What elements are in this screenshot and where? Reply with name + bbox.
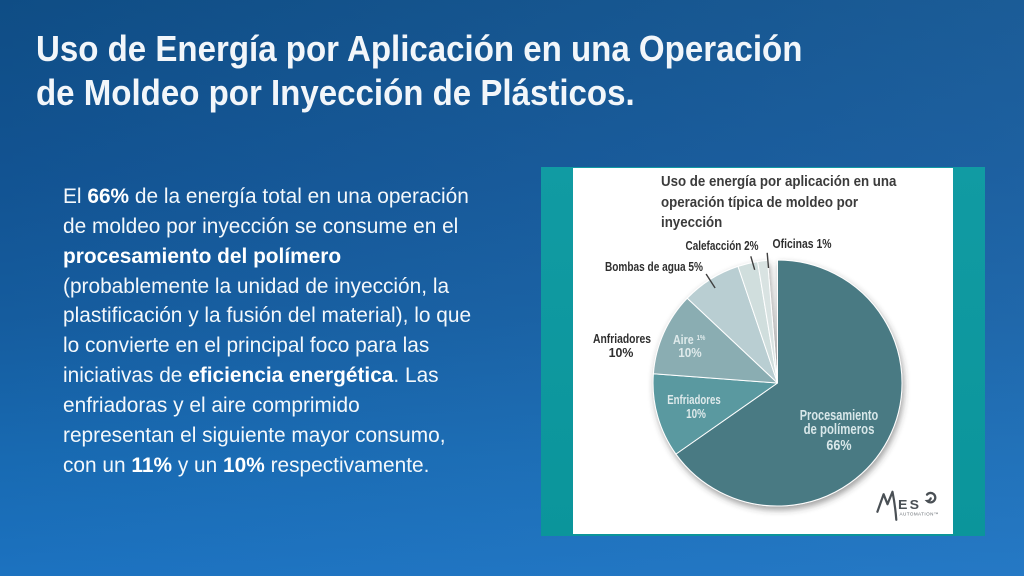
svg-text:ES: ES [898,498,921,512]
svg-text:AUTOMATION™: AUTOMATION™ [900,512,939,517]
